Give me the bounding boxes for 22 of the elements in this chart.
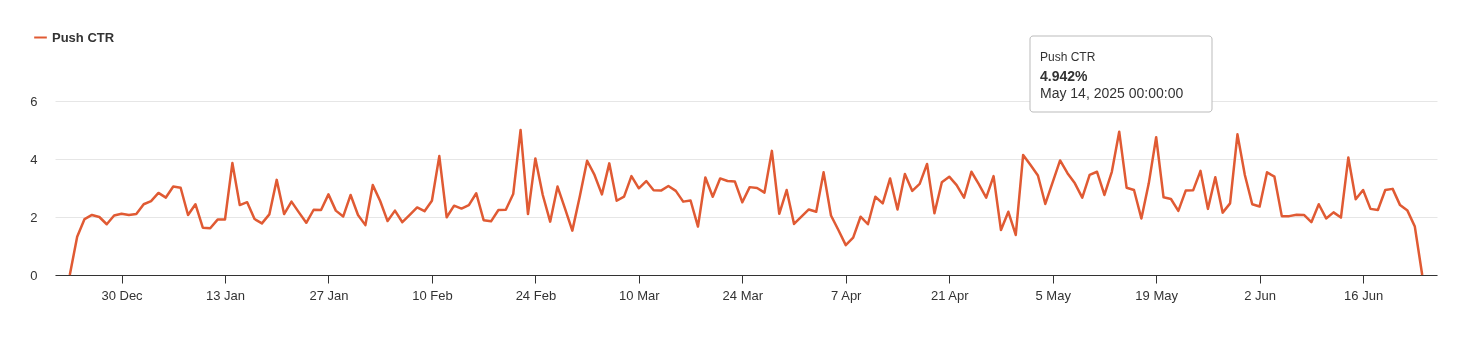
legend-label: Push CTR [52,29,115,45]
x-tick-label: 10 Feb [412,287,453,303]
text: May 14, 2025 00:00:00 [1040,85,1184,101]
x-tick-label: 16 Jun [1344,287,1384,303]
x-tick-label: 10 Mar [619,287,661,303]
y-tick-label: 2 [30,209,38,225]
y-tick-label: 4 [30,151,38,167]
x-tick-label: 2 Jun [1244,287,1277,303]
x-tick-label: 24 Feb [515,287,557,303]
x-tick-label: 27 Jan [309,287,349,303]
y-tick-label: 6 [30,93,38,109]
x-tick-label: 13 Jan [205,287,245,303]
x-tick-label: 5 May [1035,287,1072,303]
x-tick-label: 21 Apr [930,287,970,303]
x-tick-label: 19 May [1135,287,1179,303]
y-tick-label: 0 [30,267,38,283]
x-tick-label: 24 Mar [722,287,764,303]
x-tick-label: 30 Dec [101,287,144,303]
line-series [68,128,1424,277]
x-tick-label: 7 Apr [831,287,863,303]
text: 4.942% [1040,68,1089,84]
text: Push CTR [1040,50,1096,64]
